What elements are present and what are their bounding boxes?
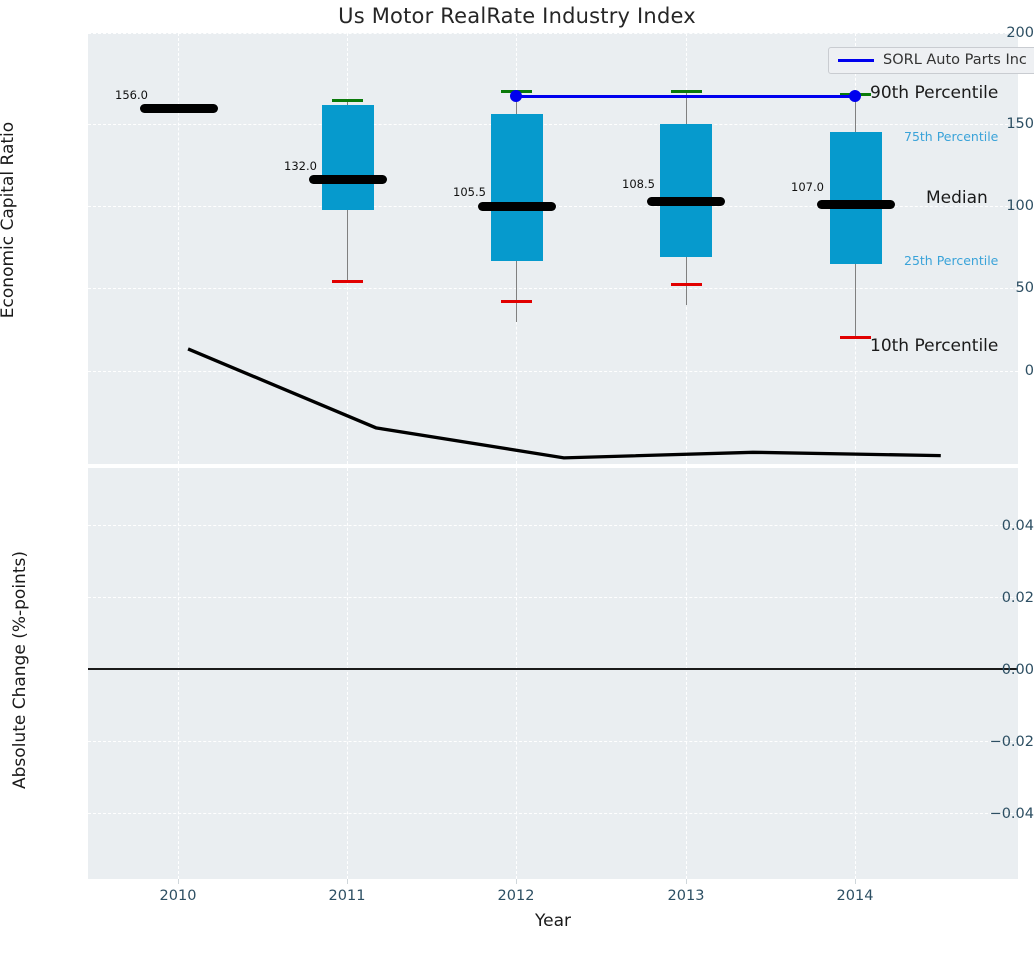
- top-plot-area: 156.0 132.0 105.5 108.5 107.0 90th Perce…: [88, 33, 1018, 464]
- xtick-2012: 2012: [497, 888, 535, 904]
- ytick-top-100: 100: [1006, 198, 1034, 214]
- box-2012: [491, 114, 543, 261]
- annotation-10th-percentile: 10th Percentile: [870, 336, 999, 356]
- gridline-50: [88, 288, 1018, 289]
- gridline-0.04: [88, 525, 1018, 526]
- median-bar-2013: [647, 197, 725, 206]
- value-label-2014: 107.0: [791, 180, 824, 194]
- y-axis-label-top: Economic Capital Ratio: [0, 121, 18, 319]
- xtickmark-2011: [347, 879, 348, 884]
- vgridline-bottom-2012: [516, 468, 517, 879]
- xtickmark-2013: [686, 879, 687, 884]
- x-axis-label: Year: [535, 911, 571, 931]
- annotation-25th-percentile: 25th Percentile: [904, 253, 999, 268]
- ytick-top-0: 0: [1024, 363, 1034, 379]
- annotation-median: Median: [926, 188, 988, 208]
- ytick-top-50: 50: [1015, 280, 1034, 296]
- legend-swatch-sorl: [838, 58, 874, 62]
- cap-10th-2014: [840, 336, 871, 339]
- value-label-2011: 132.0: [284, 159, 317, 173]
- ytick-bottom-0.02: 0.02: [1001, 590, 1034, 606]
- gridline-0: [88, 371, 1018, 372]
- gridline--0.04: [88, 813, 1018, 814]
- xtick-2014: 2014: [836, 888, 874, 904]
- value-label-2013: 108.5: [622, 177, 655, 191]
- box-2014: [830, 132, 882, 264]
- median-bar-2011: [309, 175, 387, 184]
- y-axis-label-bottom: Absolute Change (%-points): [10, 551, 30, 789]
- figure: Us Motor RealRate Industry Index: [0, 4, 1034, 931]
- ytick-top-150: 150: [1006, 116, 1034, 132]
- cap-10th-2012: [501, 300, 532, 303]
- vgridline-bottom-2014: [855, 468, 856, 879]
- vgridline-2010: [178, 33, 179, 464]
- ytick-bottom-0.04: 0.04: [1001, 518, 1034, 534]
- value-label-2012: 105.5: [453, 185, 486, 199]
- vgridline-bottom-2011: [347, 468, 348, 879]
- xtick-2011: 2011: [328, 888, 366, 904]
- value-label-2010: 156.0: [115, 88, 148, 102]
- ytick-bottom-0.00: 0.00: [1001, 662, 1034, 678]
- annotation-90th-percentile: 90th Percentile: [870, 83, 999, 103]
- box-2011: [322, 105, 374, 210]
- zero-reference-line: [88, 668, 1018, 670]
- cap-90th-2013: [671, 90, 702, 93]
- sorl-series-line: [516, 95, 855, 98]
- xtick-2010: 2010: [159, 888, 197, 904]
- median-bar-2012: [478, 202, 556, 211]
- xtickmark-2010: [178, 879, 179, 884]
- vgridline-bottom-2013: [686, 468, 687, 879]
- gridline-200: [88, 33, 1018, 34]
- ytick-top-200: 200: [1006, 25, 1034, 41]
- bottom-plot-area: [88, 468, 1018, 879]
- annotation-75th-percentile: 75th Percentile: [904, 129, 999, 144]
- cap-10th-2011: [332, 280, 363, 283]
- gridline-150: [88, 124, 1018, 125]
- xtickmark-2014: [855, 879, 856, 884]
- vgridline-bottom-2010: [178, 468, 179, 879]
- xtickmark-2012: [516, 879, 517, 884]
- legend-label-sorl: SORL Auto Parts Inc: [883, 52, 1027, 68]
- sorl-point-2012: [510, 90, 522, 102]
- box-2013: [660, 124, 712, 257]
- median-bar-2014: [817, 200, 895, 209]
- gridline--0.02: [88, 741, 1018, 742]
- page-title: Us Motor RealRate Industry Index: [338, 4, 696, 28]
- xtick-2013: 2013: [667, 888, 705, 904]
- ytick-bottom--0.04: −0.04: [989, 806, 1034, 822]
- median-bar-2010: [140, 104, 218, 113]
- cap-90th-2011: [332, 99, 363, 102]
- cap-10th-2013: [671, 283, 702, 286]
- gridline-0.02: [88, 597, 1018, 598]
- sorl-point-2014: [849, 90, 861, 102]
- ytick-bottom--0.02: −0.02: [989, 734, 1034, 750]
- legend[interactable]: SORL Auto Parts Inc: [828, 47, 1034, 74]
